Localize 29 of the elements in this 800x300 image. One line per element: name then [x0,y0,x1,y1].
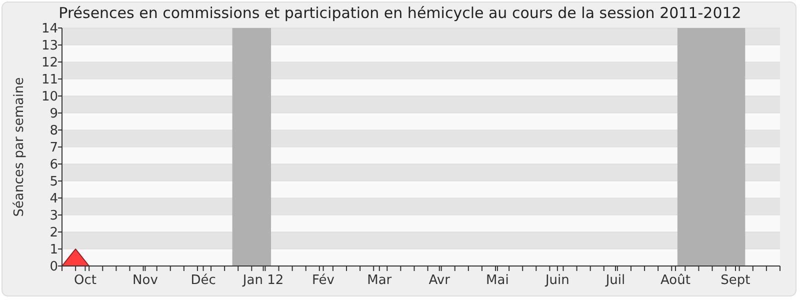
x-tick-label: Mar [367,273,392,288]
x-tick-label: Avr [428,273,451,288]
y-tick-label: 0 [50,260,58,275]
x-tick-label: Juin [544,273,570,288]
y-tick-label: 4 [50,192,58,207]
y-axis-title: Séances par semaine [12,77,27,217]
x-tick-label: Juil [604,273,626,288]
x-tick-label: Oct [74,273,96,288]
y-tick-label: 5 [50,174,58,190]
x-tick-label: Nov [132,273,158,288]
y-tick-label: 11 [41,72,58,88]
y-tick-label: 1 [50,242,58,258]
y-tick-label: 8 [50,124,58,139]
chart-title: Présences en commissions et participation en hémicycle au cours de la session 2011-2012 [58,4,742,22]
x-tick-label: Déc [190,273,216,288]
y-tick-label: 7 [50,140,58,156]
x-tick-label: Mai [486,273,509,288]
y-tick-label: 6 [50,158,58,173]
x-tick-label: Fév [312,273,335,288]
y-tick-label: 14 [41,22,58,37]
y-tick-label: 9 [50,106,58,122]
x-tick-label: Sept [720,273,750,288]
y-tick-label: 3 [50,208,58,224]
x-tick-label: Jan 12 [242,273,284,288]
y-tick-label: 2 [50,226,58,241]
y-tick-label: 13 [41,38,58,54]
y-tick-label: 10 [41,90,58,105]
x-tick-label: Août [660,273,690,288]
y-tick-label: 12 [41,56,58,71]
